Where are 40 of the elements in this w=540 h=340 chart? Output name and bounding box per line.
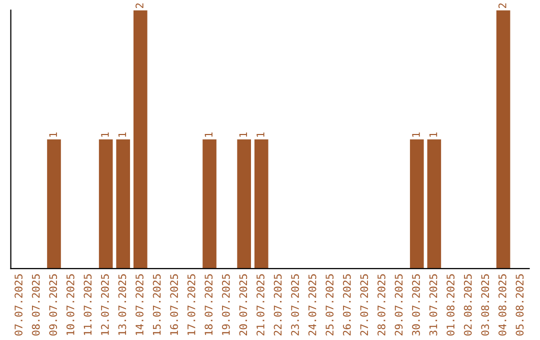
- data-label: 2: [498, 3, 506, 8]
- x-tick-label: 18.07.2025: [204, 274, 213, 335]
- x-tick-label: 24.07.2025: [308, 274, 316, 336]
- x-tick-label: 08.07.2025: [32, 274, 40, 336]
- x-tick-label: 23.07.2025: [291, 274, 299, 336]
- x-tick-label: 01.08.2025: [446, 274, 454, 336]
- x-tick-label: 11.07.2025: [84, 274, 92, 335]
- x-tick-label: 04.08.2025: [498, 274, 506, 336]
- x-tick-label: 16.07.2025: [170, 274, 178, 335]
- data-label: 1: [256, 132, 264, 137]
- x-tick-label: 02.08.2025: [464, 274, 472, 336]
- x-tick-label: 14.07.2025: [136, 274, 144, 335]
- x-tick-label: 17.07.2025: [187, 274, 196, 335]
- x-tick-label: 03.08.2025: [481, 274, 490, 336]
- x-tick-label: 09.07.2025: [49, 274, 58, 336]
- data-label: 2: [136, 3, 144, 8]
- x-tick-label: 30.07.2025: [412, 274, 420, 336]
- x-tick-label: 12.07.2025: [101, 274, 109, 335]
- x-tick-label: 15.07.2025: [152, 274, 161, 335]
- x-tick-label: 29.07.2025: [394, 274, 403, 336]
- x-tick-label: 07.07.2025: [14, 274, 22, 336]
- x-tick-label: 21.07.2025: [256, 274, 264, 336]
- x-tick-label: 20.07.2025: [239, 274, 248, 336]
- data-label: 1: [101, 132, 109, 137]
- data-label: 1: [118, 132, 126, 137]
- data-label: 1: [239, 132, 247, 137]
- data-label: 1: [429, 132, 438, 137]
- x-tick-label: 28.07.2025: [377, 274, 386, 336]
- data-label: 1: [204, 132, 212, 137]
- data-label: 1: [412, 132, 420, 137]
- x-tick-label: 26.07.2025: [342, 274, 351, 336]
- x-tick-label: 22.07.2025: [274, 274, 282, 336]
- x-tick-label: 10.07.2025: [66, 274, 74, 335]
- x-tick-label: 31.07.2025: [429, 274, 438, 336]
- x-tick-label: 05.08.2025: [516, 274, 524, 336]
- data-label: 1: [49, 132, 57, 137]
- x-tick-label: 27.07.2025: [360, 274, 368, 336]
- x-tick-label: 19.07.2025: [222, 274, 230, 335]
- x-tick-label: 13.07.2025: [118, 274, 126, 335]
- x-tick-label: 25.07.2025: [326, 274, 334, 336]
